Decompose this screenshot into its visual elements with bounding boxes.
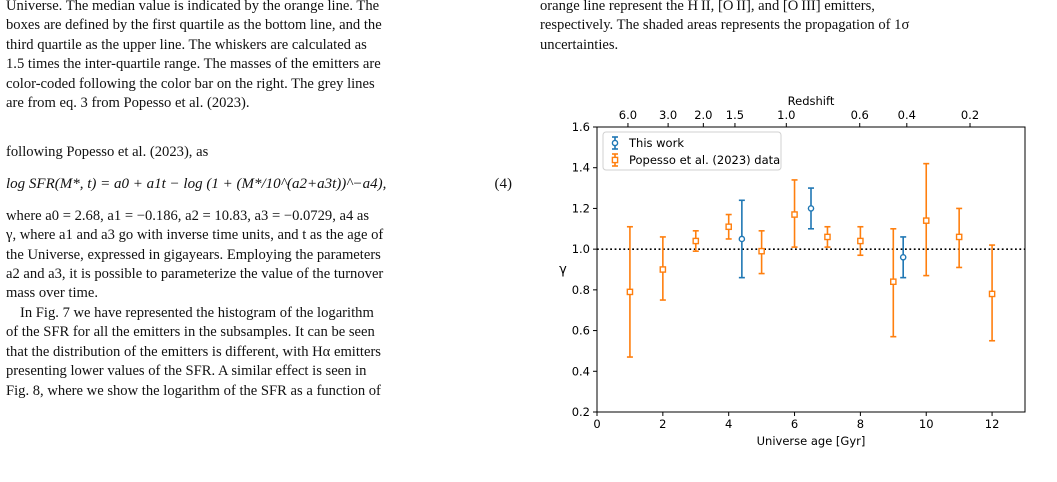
x-tick-label: 8	[857, 417, 864, 431]
data-point-square	[890, 278, 897, 286]
x-tick-label: 10	[919, 417, 934, 431]
top-axis-label: Redshift	[788, 94, 835, 108]
caption-line: are from eq. 3 from Popesso et al. (2023…	[6, 95, 250, 112]
top-tick-label: 0.4	[898, 108, 916, 122]
y-tick-label: 0.4	[572, 364, 590, 378]
data-point-square	[824, 233, 831, 241]
paragraph-line: presenting lower values of the SFR. A si…	[6, 363, 367, 380]
paragraph-line: a2 and a3, it is possible to parameteriz…	[6, 266, 384, 283]
gamma-vs-age-figure: 0 2 4 6 8 10 12 0.2 0.4 0.6 0.8 1.0 1.2 1.4 1.6 6.0 3.0 2…	[540, 80, 1040, 465]
gamma-vs-age-chart: 0 2 4 6 8 10 12 0.2 0.4 0.6 0.8 1.0 1.2 1.4 1.6 6.0 3.0 2…	[559, 94, 1026, 448]
top-tick-label: 0.6	[851, 108, 869, 122]
y-tick-label: 1.2	[572, 201, 590, 215]
data-point-square	[725, 223, 732, 231]
paragraph-line: mass over time.	[6, 285, 99, 302]
equation-intro: following Popesso et al. (2023), as	[6, 144, 209, 161]
paragraph-line: Fig. 8, where we show the logarithm of t…	[6, 382, 381, 399]
legend-box	[602, 131, 782, 171]
caption-line: orange line represent the H II, [O II], …	[540, 0, 875, 14]
left-text-column: Universe. The median value is indicated …	[6, 0, 520, 401]
data-point-circle	[807, 205, 815, 212]
top-tick-label: 0.2	[961, 108, 979, 122]
paragraph-line: the Universe, expressed in gigayears. Em…	[6, 246, 381, 263]
x-tick-label: 0	[593, 417, 600, 431]
x-tick-label: 6	[791, 417, 798, 431]
x-tick-label: 12	[985, 417, 1000, 431]
data-point-square	[758, 247, 765, 255]
data-point-square	[692, 237, 700, 245]
y-tick-label: 0.6	[572, 324, 590, 338]
x-axis-label: Universe age [Gyr]	[757, 434, 866, 448]
y-tick-label: 0.8	[572, 283, 590, 297]
right-caption: orange line represent the H II, [O II], …	[540, 0, 1052, 55]
legend-label: Popesso et al. (2023) data	[629, 153, 780, 167]
caption-line: color-coded following the color bar on t…	[6, 75, 375, 92]
x-tick-label: 4	[725, 417, 732, 431]
plot-frame	[596, 126, 1026, 413]
paragraph-line: In Fig. 7 we have represented the histog…	[20, 304, 374, 321]
y-tick-label: 1.4	[572, 161, 590, 175]
legend-marker-square	[611, 156, 619, 164]
data-point-square	[659, 266, 667, 273]
data-point-circle	[899, 253, 907, 261]
data-point-square	[988, 290, 996, 298]
top-tick-label: 2.0	[694, 108, 712, 122]
caption-line: Universe. The median value is indicated …	[6, 0, 380, 14]
caption-line: 1.5 times the inter-quartile range. The …	[6, 56, 381, 73]
data-point-circle	[738, 235, 746, 243]
top-tick-label: 3.0	[659, 108, 677, 122]
legend-marker-circle	[611, 139, 619, 147]
paragraph-line: where a0 = 2.68, a1 = −0.186, a2 = 10.83…	[6, 207, 370, 224]
data-point-square	[791, 211, 798, 218]
paragraph-line: that the distribution of the emitters is…	[6, 343, 381, 360]
caption-line: uncertainties.	[540, 36, 619, 53]
y-tick-label: 1.6	[572, 120, 590, 134]
top-tick-label: 6.0	[619, 108, 637, 122]
equation-number: (4)	[494, 175, 513, 192]
paragraph-line: of the SFR for all the emitters in the s…	[6, 324, 375, 341]
caption-line: respectively. The shaded areas represent…	[540, 17, 910, 34]
top-tick-label: 1.0	[777, 108, 795, 122]
data-point-square	[955, 233, 963, 241]
caption-line: boxes are defined by the first quartile …	[6, 17, 382, 34]
paragraph-line: γ, where a1 and a3 go with inverse time …	[6, 227, 384, 244]
equation-body: log SFR(M*, t) = a0 + a1t − log (1 + (M*…	[6, 175, 387, 192]
data-point-square	[922, 217, 930, 224]
y-tick-label: 1.0	[572, 242, 590, 256]
equation-4: log SFR(M*, t) = a0 + a1t − log (1 + (M*…	[6, 169, 520, 199]
caption-line: third quartile as the upper line. The wh…	[6, 36, 367, 53]
legend-label: This work	[628, 136, 684, 150]
y-tick-label: 0.2	[572, 405, 590, 419]
top-tick-label: 1.5	[726, 108, 744, 122]
x-tick-label: 2	[659, 417, 666, 431]
data-point-square	[626, 288, 634, 296]
data-point-square	[857, 237, 864, 245]
y-axis-label: γ	[559, 263, 567, 278]
